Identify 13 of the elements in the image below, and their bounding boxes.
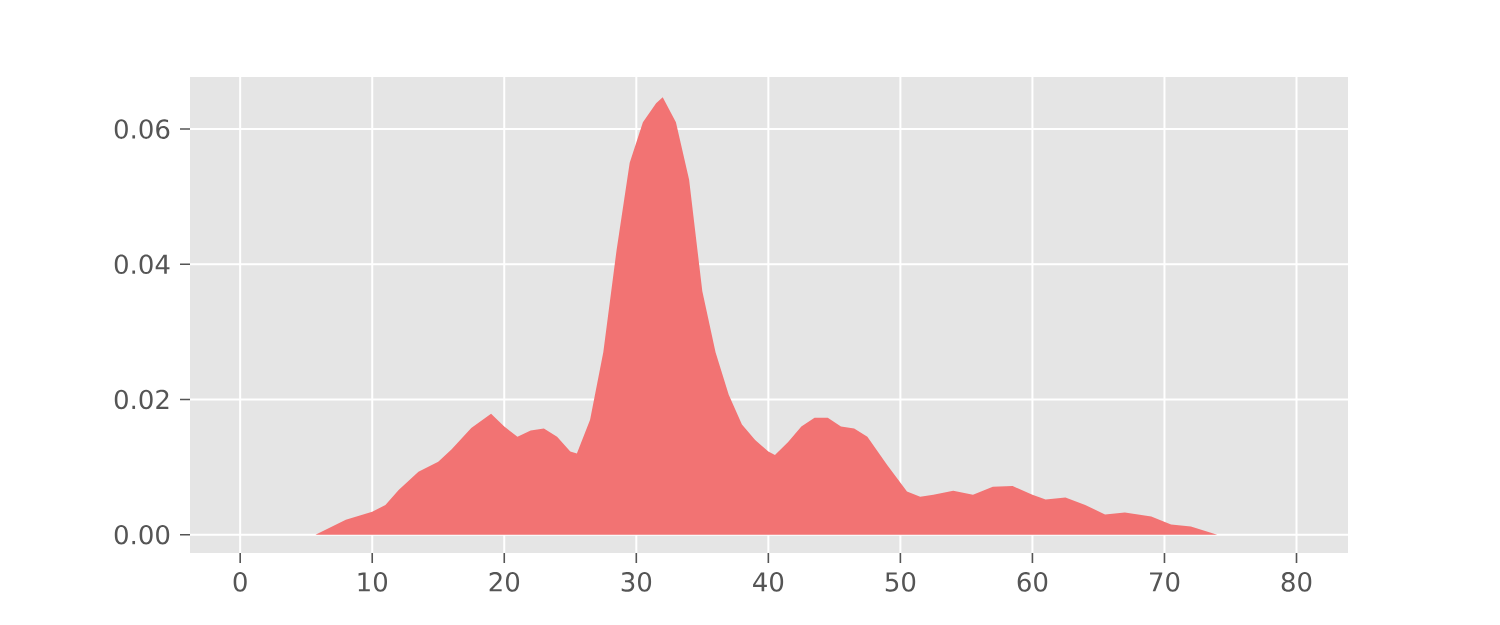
y-tick-label: 0.04 <box>114 254 170 275</box>
x-tick-label: 20 <box>489 572 520 592</box>
x-tick-label: 0 <box>233 572 247 592</box>
y-tick-label: 0.00 <box>114 524 170 545</box>
y-tick-label: 0.02 <box>114 389 169 410</box>
x-tick-label: 50 <box>885 572 916 592</box>
x-tick-label: 70 <box>1150 572 1180 592</box>
x-tick-label: 30 <box>621 572 652 592</box>
y-tick-label: 0.06 <box>114 119 170 139</box>
x-tick-label: 40 <box>753 572 784 592</box>
x-tick-label: 80 <box>1281 572 1312 592</box>
x-tick-label: 60 <box>1017 572 1048 592</box>
x-tick-label: 10 <box>358 572 388 592</box>
